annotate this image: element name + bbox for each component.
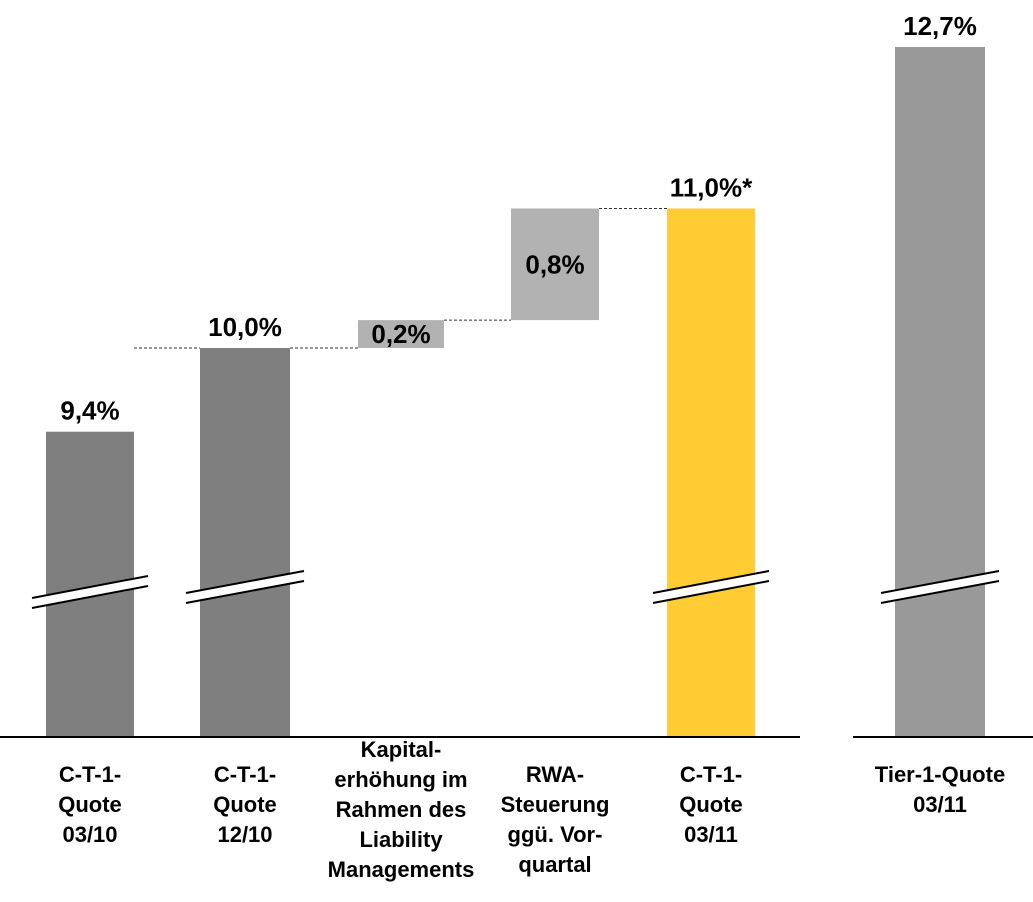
bar-ct1-0311 [667, 208, 755, 737]
bar-rwa-steering [511, 208, 599, 321]
value-label-ct1-0311: 11,0%* [670, 173, 753, 203]
category-label-rwa-steering: RWA- Steuerung ggü. Vor- quartal [500, 762, 610, 877]
value-label-rwa-steering: 0,8% [525, 249, 584, 279]
bar-capital-increase [358, 320, 444, 348]
bar-ct1-1210 [200, 348, 290, 737]
value-label-ct1-1210: 10,0% [208, 312, 282, 342]
axis-break-marker [31, 575, 149, 609]
value-label-capital-increase: 0,2% [371, 319, 430, 349]
category-label-capital-increase: Kapital- erhöhung im Rahmen des Liabilit… [327, 737, 475, 882]
axis-break-marker [880, 570, 1000, 604]
category-label-ct1-1210: C-T-1- Quote 12/10 [213, 762, 277, 847]
value-label-tier1-0311: 12,7% [903, 11, 977, 41]
category-label-ct1-0311: C-T-1- Quote 03/11 [679, 762, 743, 847]
bar-tier1-0311 [895, 47, 985, 737]
axis-break-marker [185, 570, 305, 604]
category-label-tier1-0311: Tier-1-Quote 03/11 [874, 762, 1006, 817]
category-label-ct1-0310: C-T-1- Quote 03/10 [58, 762, 122, 847]
axis-break-marker [652, 570, 770, 604]
value-label-ct1-0310: 9,4% [60, 396, 119, 426]
